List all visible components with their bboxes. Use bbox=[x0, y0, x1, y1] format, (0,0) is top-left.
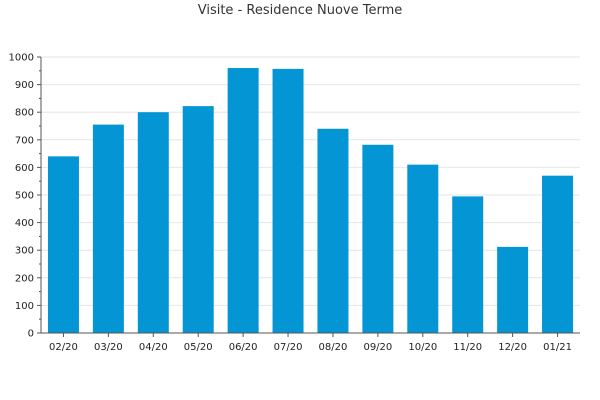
y-tick-label: 500 bbox=[15, 191, 34, 202]
gridlines bbox=[41, 56, 580, 306]
x-tick-label: 11/20 bbox=[453, 342, 482, 353]
y-tick-label: 1000 bbox=[9, 53, 34, 64]
y-tick-label: 200 bbox=[15, 273, 34, 284]
bar-06-20[interactable] bbox=[227, 68, 259, 333]
y-tick-label: 100 bbox=[15, 301, 34, 312]
bar-05-20[interactable] bbox=[182, 106, 214, 334]
bar-10-20[interactable] bbox=[407, 164, 439, 333]
x-tick-label: 06/20 bbox=[229, 342, 258, 353]
bar-02-20[interactable] bbox=[47, 156, 79, 333]
bar-04-20[interactable] bbox=[137, 112, 169, 333]
x-tick-label: 08/20 bbox=[319, 342, 348, 353]
x-tick-label: 05/20 bbox=[184, 342, 213, 353]
x-tick-label: 07/20 bbox=[274, 342, 303, 353]
x-tick-label: 02/20 bbox=[49, 342, 78, 353]
axes bbox=[37, 56, 580, 337]
x-tick-label: 12/20 bbox=[498, 342, 527, 353]
bar-08-20[interactable] bbox=[317, 128, 349, 333]
y-tick-label: 700 bbox=[15, 135, 34, 146]
chart-title: Visite - Residence Nuove Terme bbox=[197, 3, 403, 18]
y-tick-label: 800 bbox=[15, 108, 34, 119]
bar-12-20[interactable] bbox=[497, 246, 529, 333]
x-tick-label: 03/20 bbox=[94, 342, 123, 353]
y-tick-label: 0 bbox=[28, 329, 34, 340]
tick-labels: 0 100 200 300 400 500 600 700 800 900 1000 02/20 03/… bbox=[9, 53, 572, 354]
bar-01-21[interactable] bbox=[542, 175, 574, 333]
x-tick-label: 09/20 bbox=[363, 342, 392, 353]
x-tick-label: 01/21 bbox=[543, 342, 572, 353]
y-tick-label: 600 bbox=[15, 163, 34, 174]
y-tick-label: 400 bbox=[15, 218, 34, 229]
x-tick-label: 10/20 bbox=[408, 342, 437, 353]
bar-03-20[interactable] bbox=[92, 124, 124, 334]
bars bbox=[47, 68, 574, 334]
y-tick-label: 300 bbox=[15, 246, 34, 257]
bar-11-20[interactable] bbox=[452, 196, 484, 333]
x-tick-label: 04/20 bbox=[139, 342, 168, 353]
y-tick-label: 900 bbox=[15, 80, 34, 91]
bar-09-20[interactable] bbox=[362, 144, 394, 333]
bar-07-20[interactable] bbox=[272, 68, 304, 334]
